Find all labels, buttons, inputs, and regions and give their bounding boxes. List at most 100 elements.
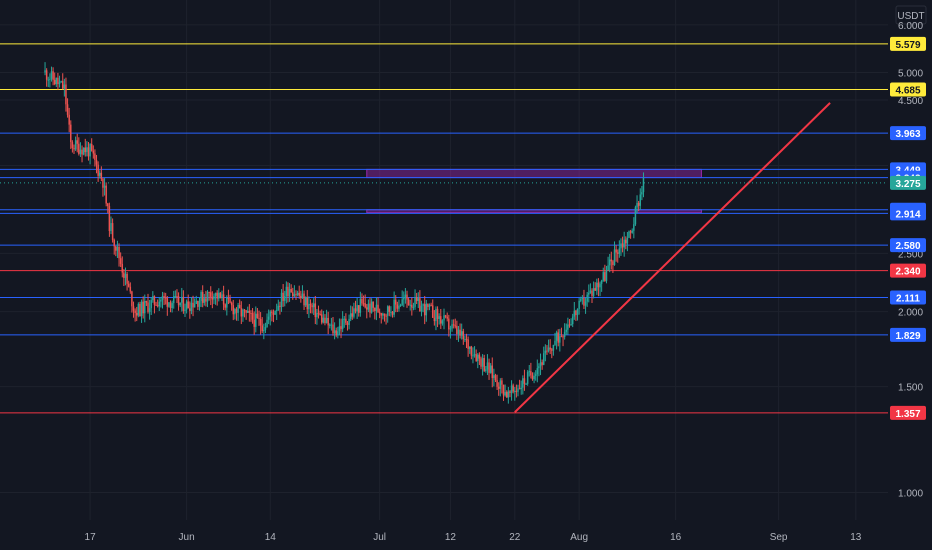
candle-body: [398, 305, 400, 309]
candle-body: [255, 313, 257, 327]
candle-body: [551, 349, 553, 351]
candle-body: [386, 306, 389, 316]
candle-body: [367, 303, 370, 310]
candle-body: [470, 346, 473, 356]
candle-body: [184, 309, 186, 311]
trendline: [514, 102, 831, 413]
candle-body: [174, 296, 177, 298]
candle-body: [504, 391, 506, 396]
candle-body: [164, 297, 167, 299]
candle-body: [176, 296, 178, 298]
candle-body: [493, 375, 495, 379]
candle-body: [444, 315, 447, 317]
candle-body: [111, 223, 114, 240]
candle-body: [243, 309, 246, 311]
candle-body: [637, 202, 640, 206]
candle-body: [596, 282, 598, 291]
candle-body: [391, 311, 394, 315]
candle-body: [483, 358, 485, 371]
candle-body: [203, 298, 206, 303]
candle-body: [356, 305, 358, 312]
candle-body: [514, 390, 516, 392]
time-axis[interactable]: 17 Jun 14 Jul 12 22 Aug 16 Sep 13: [0, 520, 932, 550]
candle-body: [555, 332, 558, 341]
candle-body: [201, 291, 204, 303]
candle-body: [81, 149, 83, 155]
candle-body: [218, 292, 220, 299]
candle-body: [135, 312, 138, 316]
candle-body: [312, 303, 315, 308]
candle-body: [541, 362, 543, 365]
candle-body: [512, 385, 514, 392]
price-badge-label: 2.340: [895, 267, 920, 278]
candle-body: [147, 302, 149, 312]
candle-body: [411, 304, 413, 308]
candle-body: [240, 308, 243, 317]
candle-body: [448, 318, 450, 330]
candle-body: [282, 292, 284, 301]
candle-body: [171, 303, 173, 309]
candle-body: [53, 79, 56, 85]
candle-body: [150, 300, 152, 309]
price-axis[interactable]: USDT 6.0005.0004.5003.5002.5002.0001.500…: [888, 0, 932, 520]
price-badge-label: 2.914: [895, 209, 920, 220]
candle-body: [642, 177, 645, 193]
supply-zone: [366, 168, 702, 179]
candle-body: [375, 304, 378, 311]
candle-body: [594, 288, 596, 291]
candle-body: [70, 124, 72, 143]
candle-body: [581, 297, 584, 300]
candle-body: [460, 331, 463, 336]
x-tick-label: Jul: [373, 532, 386, 543]
candle-body: [214, 292, 217, 296]
candle-body: [459, 329, 461, 336]
currency-label: USDT: [897, 11, 924, 22]
candle-body: [341, 318, 344, 329]
candle-body: [575, 310, 577, 316]
candle-body: [452, 324, 455, 326]
candle-body: [510, 385, 513, 393]
candle-body: [229, 298, 231, 303]
candle-body: [242, 309, 244, 317]
candle-body: [625, 239, 627, 244]
candle-body: [301, 293, 304, 299]
y-tick-label: 6.000: [898, 21, 923, 32]
candle-body: [604, 272, 606, 281]
zones: [366, 168, 702, 214]
candle-body: [263, 329, 265, 332]
candle-body: [325, 317, 328, 324]
candle-body: [465, 339, 468, 341]
candle-body: [522, 378, 524, 388]
candle-body: [295, 294, 297, 296]
candle-body: [316, 312, 318, 318]
candle-body: [497, 386, 500, 389]
candle-body: [499, 380, 502, 389]
candle-body: [542, 353, 545, 365]
candle-body: [296, 292, 299, 296]
candle-body: [631, 230, 633, 233]
candle-body: [300, 295, 302, 299]
candle-body: [462, 331, 465, 340]
price-badge: [890, 290, 926, 305]
candle-body: [322, 317, 325, 323]
candle-body: [616, 252, 619, 254]
candle-body: [192, 302, 194, 308]
candle-body: [219, 292, 222, 299]
candle-body: [139, 303, 141, 317]
price-badge: [890, 36, 926, 51]
candle-body: [615, 249, 617, 253]
candle-body: [116, 246, 119, 251]
candle-body: [200, 291, 202, 301]
candle-body: [55, 77, 58, 85]
currency-badge[interactable]: [895, 5, 927, 25]
candle-body: [131, 291, 133, 307]
candle-body: [68, 114, 70, 125]
candle-body: [345, 318, 347, 323]
candle-body: [496, 380, 498, 387]
candle-body: [253, 319, 255, 327]
candle-body: [124, 273, 127, 278]
candle-body: [45, 70, 48, 80]
candle-body: [570, 324, 572, 326]
candle-body: [92, 150, 95, 154]
